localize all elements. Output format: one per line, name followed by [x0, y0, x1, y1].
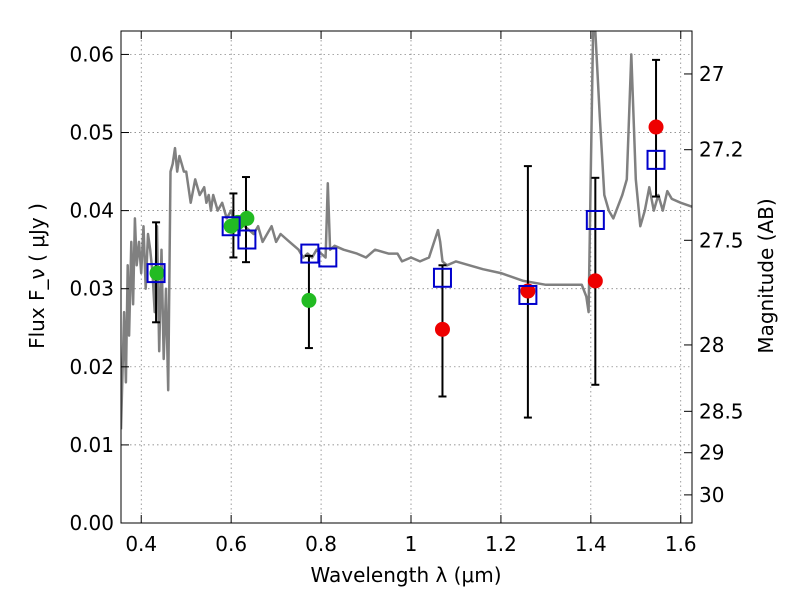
y-tick-labels: 0.00 0.01 0.02 0.03 0.04 0.05 0.06 — [69, 42, 114, 535]
square-point — [518, 284, 538, 305]
model-spectrum-line — [121, 31, 692, 430]
right-tick-label: 28.5 — [699, 399, 744, 423]
square-point — [585, 209, 605, 230]
x-axis-label: Wavelength λ (μm) — [310, 563, 501, 587]
right-tick-label: 27.2 — [699, 138, 744, 162]
x-tick-labels: 0.4 0.6 0.8 1 1.2 1.4 1.6 — [125, 532, 696, 556]
x-tick-label: 0.4 — [125, 532, 157, 556]
y-tick-label: 0.01 — [69, 433, 114, 457]
square-point — [432, 267, 452, 288]
right-axis-label: Magnitude (AB) — [754, 198, 778, 353]
red-point — [434, 321, 450, 337]
right-tick-label: 29 — [699, 441, 724, 465]
green-point — [149, 265, 165, 281]
square-point — [221, 216, 241, 237]
x-tick-label: 1 — [405, 532, 418, 556]
right-tick-labels: 27 27.2 27.5 28 28.5 29 30 — [699, 62, 744, 507]
y-tick-label: 0.05 — [69, 121, 114, 145]
red-point — [648, 119, 664, 135]
model-spectrum — [121, 31, 692, 430]
green-point — [239, 210, 255, 226]
y-tick-label: 0.03 — [69, 277, 114, 301]
x-tick-label: 1.2 — [485, 532, 517, 556]
right-tick-label: 27.5 — [699, 228, 744, 252]
right-tick-label: 28 — [699, 333, 724, 357]
x-tick-label: 1.4 — [575, 532, 607, 556]
data-points — [146, 119, 666, 337]
y-tick-label: 0.04 — [69, 199, 114, 223]
y-tick-label: 0.00 — [69, 511, 114, 535]
axis-ticks — [121, 31, 692, 524]
green-point — [301, 292, 317, 308]
square-point — [318, 247, 338, 268]
red-point — [587, 273, 603, 289]
y-tick-label: 0.06 — [69, 42, 114, 66]
right-tick-label: 30 — [699, 483, 724, 507]
x-tick-label: 0.6 — [215, 532, 247, 556]
x-tick-label: 1.6 — [665, 532, 697, 556]
plot-frame — [120, 30, 693, 524]
x-tick-label: 0.8 — [305, 532, 337, 556]
square-point — [146, 263, 166, 284]
right-tick-label: 27 — [699, 62, 724, 86]
square-point — [646, 149, 666, 170]
red-point — [520, 283, 536, 299]
y-axis-label: Flux F_ν ( μJy ) — [25, 203, 49, 349]
grid — [121, 31, 692, 524]
error-bars — [152, 58, 661, 419]
square-point — [237, 229, 257, 250]
y-tick-label: 0.02 — [69, 355, 114, 379]
